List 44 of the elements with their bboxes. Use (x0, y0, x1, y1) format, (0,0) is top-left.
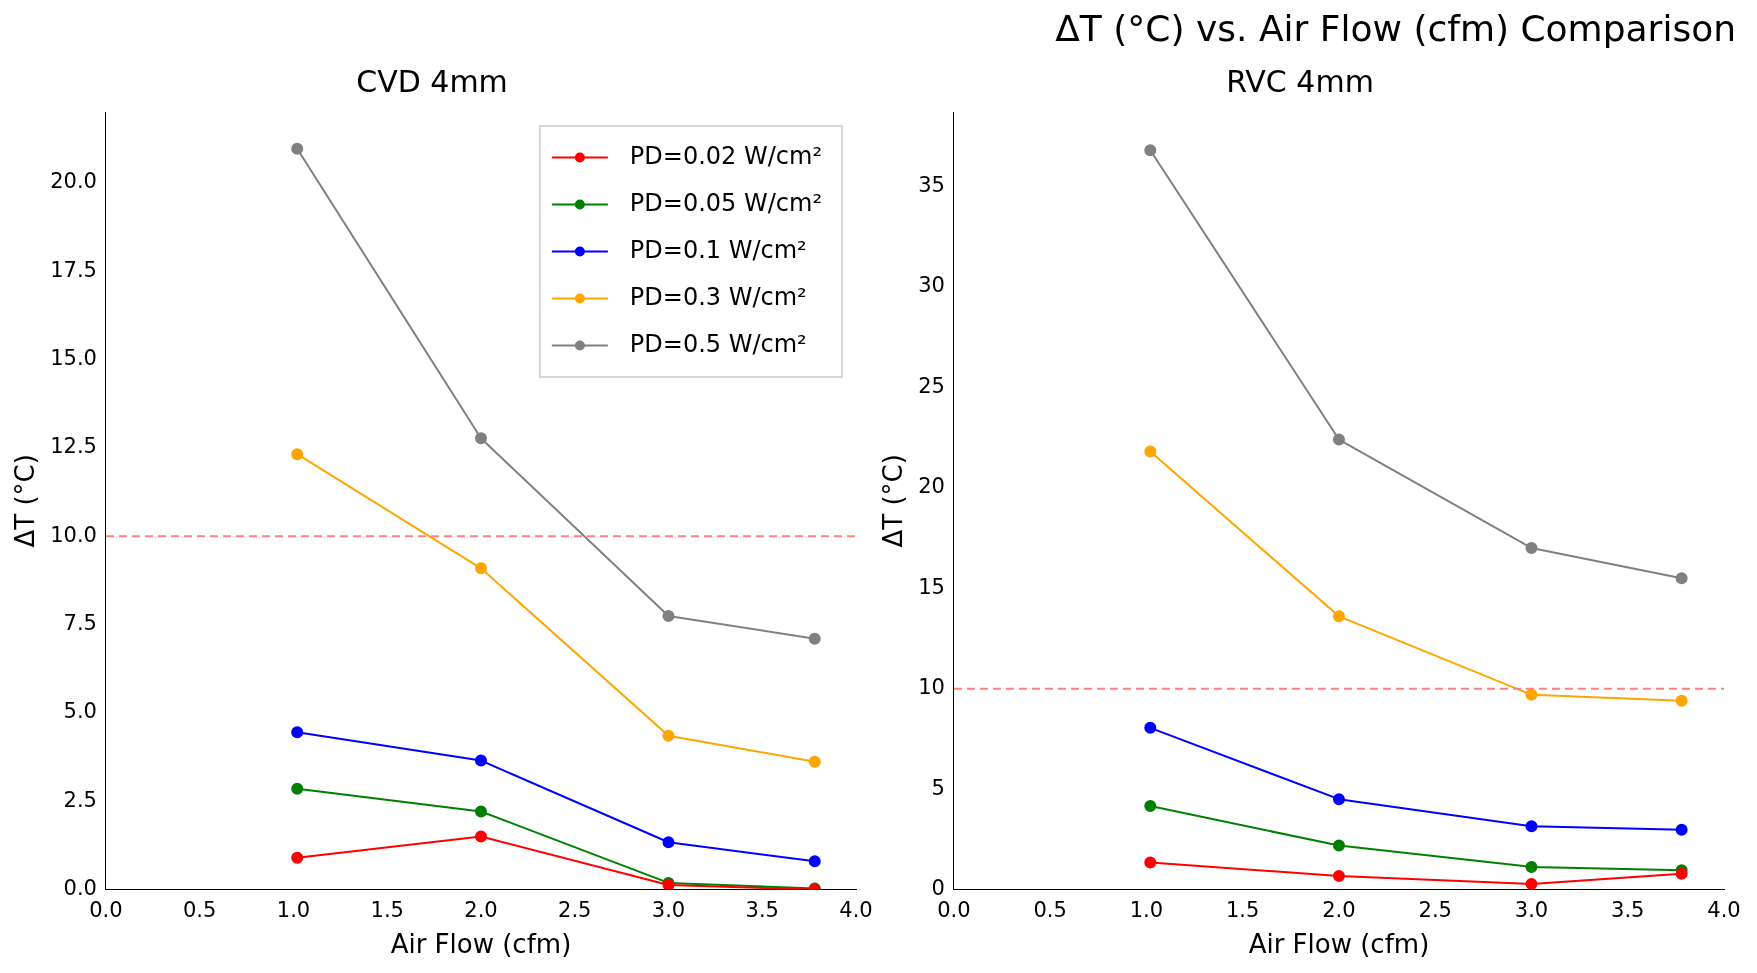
x-tick-label: 4.0 (1707, 897, 1741, 922)
x-tick-label: 2.0 (464, 897, 498, 922)
chart-title: RVC 4mm (1226, 63, 1374, 99)
x-tick-label: 1.5 (370, 897, 404, 922)
y-tick-label: 15 (918, 574, 945, 599)
y-tick-label: 20.0 (50, 169, 97, 194)
y-tick-label: 2.5 (63, 787, 97, 812)
y-axis-title: ΔT (°C) (878, 454, 909, 548)
y-tick-label: 10 (918, 675, 945, 700)
x-tick-label: 3.0 (1514, 897, 1549, 922)
y-tick-label: 17.5 (50, 257, 97, 282)
x-tick-label: 0.5 (1033, 897, 1067, 922)
y-tick-label: 20 (918, 474, 945, 499)
chart-title: CVD 4mm (356, 63, 508, 99)
x-tick-label: 3.0 (651, 897, 686, 922)
y-tick-label: 15.0 (50, 345, 97, 370)
legend-label: PD=0.3 W/cm² (629, 282, 807, 311)
x-tick-label: 2.5 (558, 897, 592, 922)
y-tick-label: 0 (931, 876, 945, 901)
x-tick-label: 3.5 (745, 897, 779, 922)
x-tick-label: 3.5 (1611, 897, 1645, 922)
legend-label: PD=0.02 W/cm² (629, 141, 822, 170)
legend-label: PD=0.1 W/cm² (629, 235, 807, 264)
x-axis-title: Air Flow (cfm) (390, 929, 572, 960)
y-tick-label: 35 (918, 172, 945, 197)
x-tick-label: 2.0 (1322, 897, 1356, 922)
y-tick-label: 5.0 (63, 699, 97, 724)
y-tick-label: 12.5 (50, 434, 97, 459)
y-tick-label: 25 (918, 373, 945, 398)
x-tick-label: 4.0 (839, 897, 873, 922)
x-tick-label: 1.0 (1129, 897, 1164, 922)
y-tick-label: 7.5 (63, 610, 97, 635)
y-tick-label: 30 (918, 273, 945, 298)
y-tick-label: 10.0 (50, 522, 97, 547)
x-axis-title: Air Flow (cfm) (1248, 929, 1430, 960)
x-tick-label: 1.5 (1226, 897, 1260, 922)
y-tick-label: 5 (931, 775, 945, 800)
text: ΔT (°C) vs. Air Flow (cfm) Comparison (1055, 8, 1736, 49)
legend-label: PD=0.05 W/cm² (629, 188, 822, 217)
x-tick-label: 2.5 (1418, 897, 1452, 922)
legend-label: PD=0.5 W/cm² (629, 329, 807, 358)
y-axis-title: ΔT (°C) (10, 454, 41, 548)
x-tick-label: 1.0 (276, 897, 311, 922)
x-tick-label: 0.5 (183, 897, 217, 922)
